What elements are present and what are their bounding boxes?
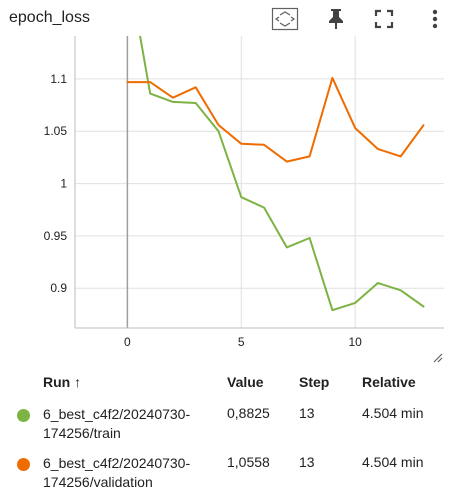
x-tick-label: 10: [348, 335, 362, 349]
x-tick-label: 5: [238, 335, 245, 349]
resize-handle-icon[interactable]: [433, 353, 443, 363]
train-color-dot: [17, 409, 30, 422]
validation-color-dot: [17, 458, 30, 471]
run-step: 13: [299, 405, 315, 421]
run-relative: 4.504 min: [362, 405, 424, 421]
y-tick-label: 1: [60, 177, 67, 191]
run-name-line2: 174256/train: [43, 425, 121, 441]
y-tick-label: 1.05: [44, 124, 68, 138]
run-name-line1: 6_best_c4f2/20240730-: [43, 455, 191, 471]
y-tick-label: 0.95: [44, 229, 68, 243]
run-name: 6_best_c4f2/20240730- 174256/validation: [43, 454, 228, 492]
validation-series-line: [126, 76, 425, 163]
relative-column-header[interactable]: Relative: [362, 374, 416, 390]
pin-button[interactable]: [321, 4, 351, 34]
train-series-line: [139, 36, 425, 312]
run-row-train: 6_best_c4f2/20240730- 174256/train 0,882…: [0, 403, 456, 447]
run-name-line1: 6_best_c4f2/20240730-: [43, 406, 191, 422]
loss-chart[interactable]: 0.9 0.95 1 1.05 1.1 0 5 10: [0, 36, 456, 368]
more-vert-icon: [432, 9, 438, 29]
grid-lines: [75, 36, 444, 328]
x-tick-label: 0: [124, 335, 131, 349]
fullscreen-button[interactable]: [369, 4, 399, 34]
tick-labels: 0.9 0.95 1 1.05 1.1 0 5 10: [44, 72, 363, 349]
run-column-header[interactable]: Run ↑: [43, 374, 82, 390]
y-tick-label: 1.1: [50, 72, 67, 86]
value-column-header[interactable]: Value: [227, 374, 264, 390]
run-name-line2: 174256/validation: [43, 474, 153, 490]
series-lines: [126, 36, 425, 312]
run-name: 6_best_c4f2/20240730- 174256/train: [43, 405, 228, 443]
run-relative: 4.504 min: [362, 454, 424, 470]
more-options-button[interactable]: [420, 4, 450, 34]
run-value: 1,0558: [227, 454, 270, 470]
axes: [74, 36, 444, 329]
card-title: epoch_loss: [9, 9, 90, 26]
run-value: 0,8825: [227, 405, 270, 421]
fit-domain-icon: [271, 7, 299, 31]
run-row-validation: 6_best_c4f2/20240730- 174256/validation …: [0, 452, 456, 496]
fit-domain-button[interactable]: [270, 4, 300, 34]
pin-icon: [329, 9, 343, 29]
fullscreen-icon: [374, 9, 394, 29]
step-column-header[interactable]: Step: [299, 374, 330, 390]
y-tick-label: 0.9: [50, 281, 67, 295]
run-step: 13: [299, 454, 315, 470]
